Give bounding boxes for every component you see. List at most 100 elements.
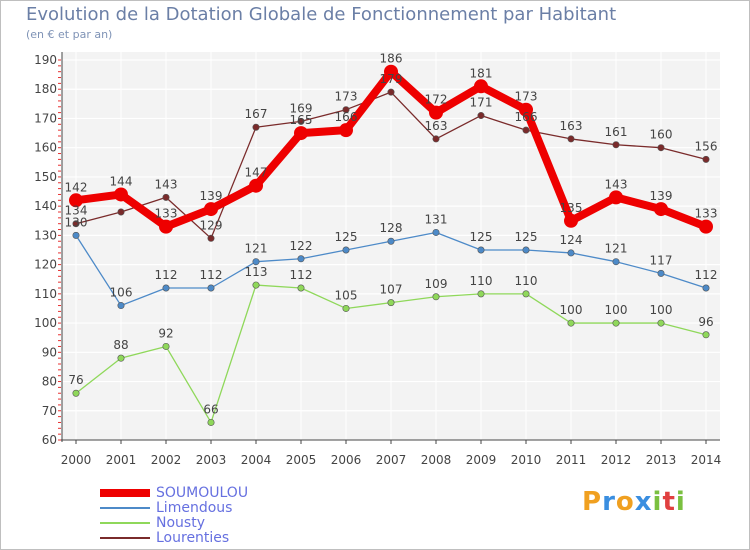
data-point-limendous [657, 269, 665, 277]
data-point-soumoulou [609, 190, 623, 205]
data-label: 131 [425, 212, 448, 226]
data-point-limendous [432, 228, 440, 236]
proxiti-logo: Proxiti [582, 487, 686, 517]
data-label: 181 [470, 66, 493, 80]
data-point-limendous [522, 246, 530, 254]
data-point-lourenties [702, 155, 710, 163]
x-tick-label: 2005 [286, 453, 317, 467]
data-point-limendous [207, 284, 215, 292]
data-point-nousty [72, 389, 80, 397]
data-label: 122 [290, 239, 313, 253]
data-label: 143 [155, 177, 178, 191]
data-label: 66 [203, 402, 218, 416]
y-tick-label: 100 [34, 316, 57, 330]
data-label: 166 [515, 110, 538, 124]
data-label: 169 [290, 101, 313, 115]
data-label: 112 [200, 268, 223, 282]
y-tick-label: 80 [42, 375, 57, 389]
data-point-lourenties [567, 135, 575, 143]
y-tick-label: 150 [34, 170, 57, 184]
data-label: 171 [470, 96, 493, 110]
data-point-nousty [342, 304, 350, 312]
data-point-nousty [477, 290, 485, 298]
data-label: 125 [515, 230, 538, 244]
data-point-limendous [567, 249, 575, 257]
data-point-lourenties [657, 144, 665, 152]
logo-letter: o [615, 487, 635, 517]
data-point-soumoulou [654, 202, 668, 217]
data-point-soumoulou [384, 64, 398, 79]
data-label: 125 [470, 230, 493, 244]
data-label: 107 [380, 283, 403, 297]
data-point-lourenties [162, 193, 170, 201]
x-tick-label: 2007 [376, 453, 407, 467]
data-label: 128 [380, 221, 403, 235]
data-label: 100 [560, 303, 583, 317]
x-tick-label: 2008 [421, 453, 452, 467]
x-tick-label: 2000 [61, 453, 92, 467]
legend-label-soumoulou: SOUMOULOU [156, 485, 249, 501]
data-point-nousty [612, 319, 620, 327]
y-tick-label: 180 [34, 82, 57, 96]
x-tick-label: 2012 [601, 453, 632, 467]
data-label: 110 [470, 274, 493, 288]
data-point-lourenties [612, 141, 620, 149]
data-point-lourenties [297, 117, 305, 125]
x-tick-label: 2013 [646, 453, 677, 467]
data-point-nousty [702, 331, 710, 339]
legend-item-lourenties: Lourenties [100, 530, 400, 546]
data-label: 124 [560, 233, 583, 247]
data-point-soumoulou [699, 219, 713, 234]
legend-swatch-lourenties [100, 537, 150, 539]
data-point-limendous [297, 255, 305, 263]
x-tick-label: 2006 [331, 453, 362, 467]
data-label: 110 [515, 274, 538, 288]
data-label: 143 [605, 177, 628, 191]
data-label: 105 [335, 288, 358, 302]
data-label: 134 [65, 204, 88, 218]
data-label: 88 [113, 338, 128, 352]
y-tick-label: 70 [42, 404, 57, 418]
data-label: 100 [650, 303, 673, 317]
data-label: 121 [605, 242, 628, 256]
x-tick-label: 2004 [241, 453, 272, 467]
data-label: 117 [650, 253, 673, 267]
data-point-lourenties [117, 208, 125, 216]
y-tick-label: 90 [42, 345, 57, 359]
data-point-lourenties [387, 88, 395, 96]
data-label: 142 [65, 180, 88, 194]
data-label: 179 [380, 72, 403, 86]
data-label: 156 [695, 139, 718, 153]
y-tick-label: 190 [34, 53, 57, 67]
data-point-soumoulou [159, 219, 173, 234]
data-point-nousty [297, 284, 305, 292]
data-point-nousty [657, 319, 665, 327]
data-point-limendous [162, 284, 170, 292]
data-label: 135 [560, 201, 583, 215]
x-tick-label: 2011 [556, 453, 587, 467]
logo-letter: x [634, 487, 653, 517]
data-point-limendous [477, 246, 485, 254]
logo-letter: i [675, 487, 686, 517]
data-point-soumoulou [204, 202, 218, 217]
y-tick-label: 170 [34, 111, 57, 125]
legend-swatch-limendous [100, 507, 150, 509]
logo-letter: t [662, 487, 676, 517]
data-label: 129 [200, 218, 223, 232]
data-label: 160 [650, 128, 673, 142]
data-point-soumoulou [294, 126, 308, 141]
data-label: 133 [155, 207, 178, 221]
data-point-nousty [252, 281, 260, 289]
data-label: 186 [380, 52, 403, 66]
data-label: 161 [605, 125, 628, 139]
data-label: 106 [110, 286, 133, 300]
legend-label-lourenties: Lourenties [156, 530, 230, 546]
data-point-soumoulou [339, 123, 353, 138]
x-tick-label: 2009 [466, 453, 497, 467]
data-point-limendous [342, 246, 350, 254]
data-point-limendous [72, 231, 80, 239]
data-label: 121 [245, 242, 268, 256]
data-point-lourenties [252, 123, 260, 131]
y-tick-label: 60 [42, 433, 57, 447]
data-label: 113 [245, 265, 268, 279]
